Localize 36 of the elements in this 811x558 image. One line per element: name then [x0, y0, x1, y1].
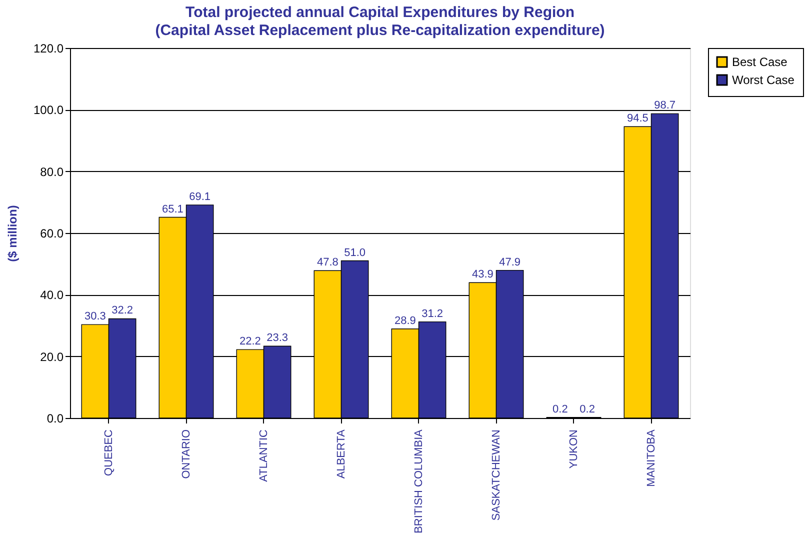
- data-label: 94.5: [626, 112, 648, 125]
- x-tick-label: ALBERTA: [335, 428, 348, 479]
- data-label: 51.0: [344, 246, 366, 259]
- x-tick-label: BRITISH COLUMBIA: [412, 428, 425, 534]
- data-label: 69.1: [189, 190, 211, 203]
- chart-subtitle: (Capital Asset Replacement plus Re-capitalization expenditure): [155, 22, 605, 39]
- data-label: 47.8: [316, 256, 338, 269]
- y-tick-label: 120.0: [33, 42, 64, 56]
- y-tick-label: 80.0: [40, 164, 64, 179]
- x-tick-label: ATLANTIC: [258, 429, 270, 482]
- data-label: 65.1: [162, 203, 184, 216]
- legend-label: Worst Case: [732, 73, 795, 87]
- data-label: 23.3: [266, 332, 288, 344]
- y-tick-label: 100.0: [33, 103, 64, 118]
- chart-title: Total projected annual Capital Expenditures by Region: [186, 4, 574, 21]
- data-label: 0.2: [552, 403, 568, 416]
- y-tick-label: 0.0: [46, 412, 64, 426]
- y-tick-label: 40.0: [40, 288, 64, 302]
- data-label: 28.9: [394, 314, 416, 327]
- data-label: 32.2: [112, 304, 134, 317]
- data-label: 22.2: [239, 336, 261, 348]
- x-tick-label: SASKATCHEWAN: [490, 429, 502, 521]
- data-label: 31.2: [422, 308, 444, 320]
- x-tick-label: MANITOBA: [645, 428, 658, 487]
- y-axis-title: ($ million): [5, 205, 20, 262]
- x-tick-label: ONTARIO: [180, 429, 192, 479]
- data-label: 43.9: [472, 268, 494, 281]
- y-tick-label: 20.0: [40, 350, 64, 364]
- legend-label: Best Case: [732, 55, 788, 69]
- data-label: 47.9: [499, 256, 521, 268]
- x-tick-label: QUEBEC: [102, 429, 115, 476]
- data-label: 98.7: [654, 100, 676, 112]
- x-tick-label: YUKON: [568, 429, 580, 469]
- data-label: 0.2: [580, 403, 595, 416]
- data-label: 30.3: [84, 310, 106, 323]
- y-tick-label: 60.0: [40, 226, 64, 240]
